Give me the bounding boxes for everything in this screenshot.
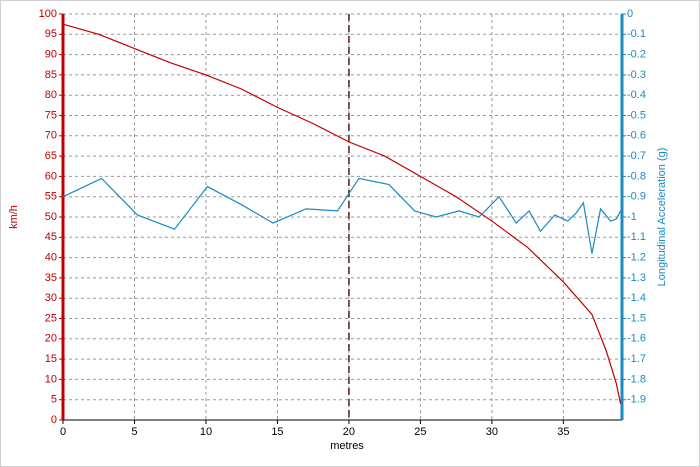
y2-tick-label: -0.9 xyxy=(627,191,646,203)
y-tick-label: 10 xyxy=(45,373,57,385)
x-tick-label: 30 xyxy=(486,426,498,438)
y-tick-label: 35 xyxy=(45,272,57,284)
x-tick-label: 25 xyxy=(414,426,426,438)
y2-tick-label: -0.1 xyxy=(627,28,646,40)
y-tick-label: 100 xyxy=(39,8,57,20)
y2-tick-label: -1.7 xyxy=(627,353,646,365)
x-tick-label: 5 xyxy=(131,426,137,438)
y-tick-label: 25 xyxy=(45,312,57,324)
x-axis-label: metres xyxy=(330,440,364,452)
y-tick-label: 70 xyxy=(45,130,57,142)
x-tick-label: 10 xyxy=(200,426,212,438)
x-tick-label: 15 xyxy=(271,426,283,438)
y2-tick-label: -0.4 xyxy=(627,89,646,101)
x-tick-label: 35 xyxy=(557,426,569,438)
y2-tick-label: -1 xyxy=(627,211,637,223)
y-tick-label: 30 xyxy=(45,292,57,304)
y-tick-label: 75 xyxy=(45,109,57,121)
y2-tick-label: -0.7 xyxy=(627,150,646,162)
y-axis-label: km/h xyxy=(8,205,20,229)
y2-tick-label: -1.9 xyxy=(627,394,646,406)
y-tick-label: 55 xyxy=(45,191,57,203)
y-tick-label: 85 xyxy=(45,69,57,81)
y2-tick-label: -1.2 xyxy=(627,252,646,264)
y-tick-label: 60 xyxy=(45,170,57,182)
y-tick-label: 95 xyxy=(45,28,57,40)
y-tick-label: 90 xyxy=(45,49,57,61)
y2-tick-label: -0.8 xyxy=(627,170,646,182)
y2-tick-label: -1.8 xyxy=(627,373,646,385)
y2-axis-label: Longitudinal Acceleration (g) xyxy=(656,148,668,287)
y-tick-label: 5 xyxy=(51,394,57,406)
y-tick-label: 50 xyxy=(45,211,57,223)
y2-tick-label: -1.3 xyxy=(627,272,646,284)
y2-tick-label: -1.4 xyxy=(627,292,646,304)
y-tick-label: 0 xyxy=(51,414,57,426)
y2-tick-label: -0.6 xyxy=(627,130,646,142)
y-tick-label: 40 xyxy=(45,252,57,264)
y-tick-label: 20 xyxy=(45,333,57,345)
series-line xyxy=(62,23,622,404)
y2-tick-label: -1.5 xyxy=(627,312,646,324)
y2-tick-label: -0.3 xyxy=(627,69,646,81)
x-tick-label: 0 xyxy=(60,426,66,438)
y2-tick-label: -1.1 xyxy=(627,231,646,243)
y2-tick-label: 0 xyxy=(627,8,633,20)
y-tick-label: 65 xyxy=(45,150,57,162)
y-tick-label: 45 xyxy=(45,231,57,243)
y2-tick-label: -1.6 xyxy=(627,333,646,345)
x-tick-label: 20 xyxy=(343,426,355,438)
y2-tick-label: -0.5 xyxy=(627,109,646,121)
y-tick-label: 15 xyxy=(45,353,57,365)
y-tick-label: 80 xyxy=(45,89,57,101)
y2-tick-label: -0.2 xyxy=(627,49,646,61)
series-line xyxy=(62,177,622,254)
